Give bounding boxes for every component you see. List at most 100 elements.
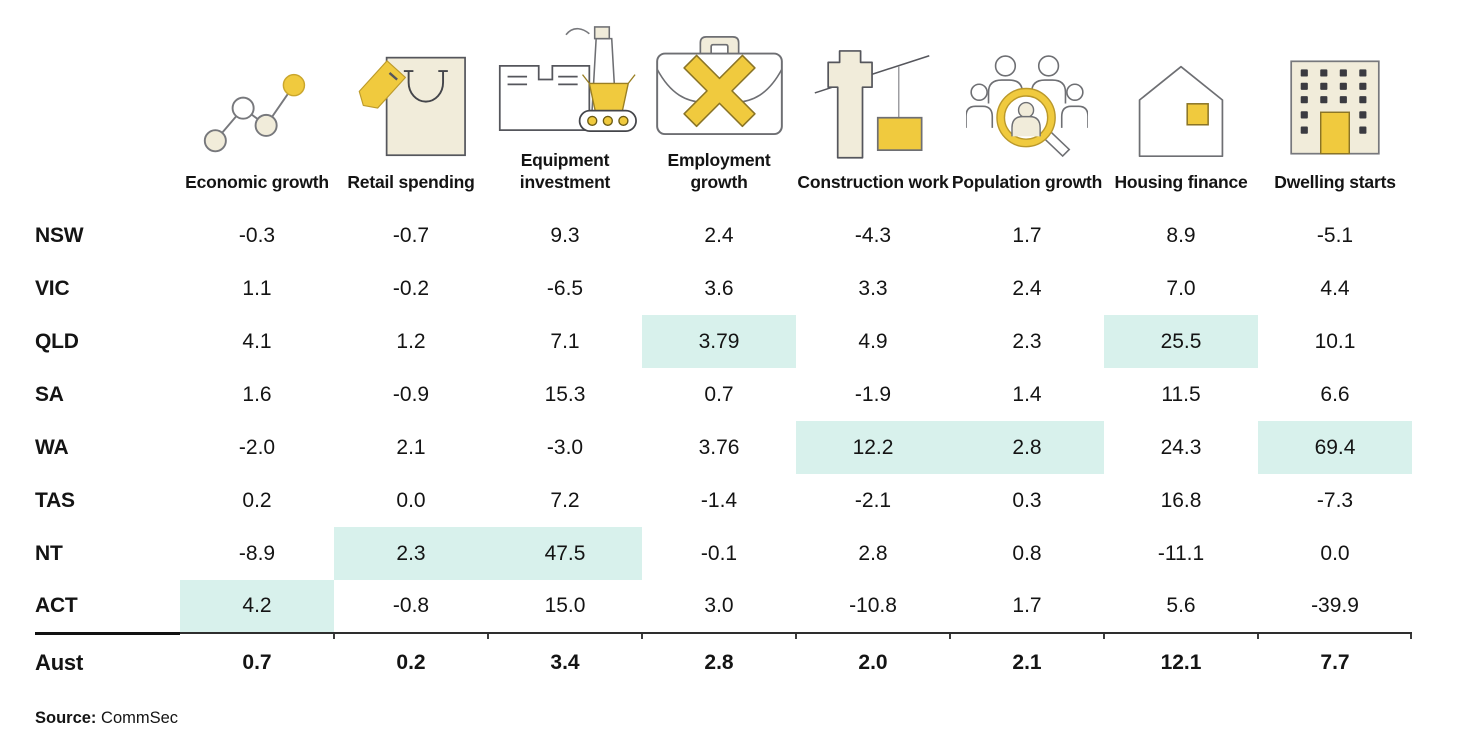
column-header-construction-work: Construction work bbox=[796, 14, 950, 209]
value-cell-sa-col6: 11.5 bbox=[1161, 382, 1201, 406]
row-label-qld: QLD bbox=[35, 329, 79, 353]
table-body: NSW -0.3 -0.7 9.3 2.4 -4.3 1.7 8.9 -5.1 VIC 1.1 -0.… bbox=[35, 209, 1412, 692]
value-cell-vic-col4: 3.3 bbox=[858, 276, 888, 300]
value-cell-act-col5: 1.7 bbox=[1012, 594, 1042, 618]
value-cell-nt-col1: 2.3 bbox=[334, 527, 488, 581]
table-row: WA -2.0 2.1 -3.0 3.76 12.2 2.8 24.3 69.4 bbox=[35, 421, 1412, 475]
value-cell-aust-col6: 12.1 bbox=[1103, 632, 1258, 692]
value-cell-sa-col7: 6.6 bbox=[1320, 382, 1350, 406]
value-cell-nsw-col6: 8.9 bbox=[1166, 223, 1196, 247]
source-line: Source: CommSec bbox=[35, 709, 1462, 728]
column-header-economic-growth: Economic growth bbox=[180, 14, 334, 209]
value-cell-tas-col1: 0.0 bbox=[396, 488, 426, 512]
value-cell-vic-col1: -0.2 bbox=[392, 276, 430, 300]
row-label-aust: Aust bbox=[35, 631, 180, 692]
row-label-tas: TAS bbox=[35, 488, 75, 512]
value-cell-tas-col7: -7.3 bbox=[1316, 488, 1354, 512]
value-cell-wa-col0: -2.0 bbox=[238, 435, 276, 459]
table-row: NT -8.9 2.3 47.5 -0.1 2.8 0.8 -11.1 0.0 bbox=[35, 527, 1412, 581]
value-cell-sa-col2: 15.3 bbox=[544, 382, 586, 406]
apartment-building-icon bbox=[1258, 36, 1412, 160]
header-spacer bbox=[35, 14, 180, 209]
value-cell-tas-col0: 0.2 bbox=[242, 488, 272, 512]
row-label-nsw: NSW bbox=[35, 223, 84, 247]
column-label: Equipment investment bbox=[519, 150, 611, 193]
crane-icon bbox=[796, 36, 950, 160]
value-cell-nt-col0: -8.9 bbox=[238, 541, 276, 565]
table-row: TAS 0.2 0.0 7.2 -1.4 -2.1 0.3 16.8 -7.3 bbox=[35, 474, 1412, 527]
value-cell-sa-col0: 1.6 bbox=[242, 382, 272, 406]
value-cell-vic-col2: -6.5 bbox=[546, 276, 584, 300]
value-cell-act-col6: 5.6 bbox=[1166, 594, 1196, 618]
column-label: Employment growth bbox=[667, 150, 771, 193]
value-cell-wa-col6: 24.3 bbox=[1160, 435, 1202, 459]
value-cell-tas-col4: -2.1 bbox=[854, 488, 892, 512]
value-cell-tas-col3: -1.4 bbox=[700, 488, 738, 512]
table-row: SA 1.6 -0.9 15.3 0.7 -1.9 1.4 11.5 6.6 bbox=[35, 368, 1412, 421]
value-cell-act-col4: -10.8 bbox=[849, 594, 897, 618]
value-cell-qld-col6: 25.5 bbox=[1104, 315, 1258, 369]
row-label-sa: SA bbox=[35, 382, 64, 406]
factory-conveyor-icon bbox=[488, 14, 642, 138]
value-cell-aust-col7: 7.7 bbox=[1257, 632, 1412, 692]
row-label-vic: VIC bbox=[35, 276, 70, 300]
value-cell-qld-col1: 1.2 bbox=[396, 329, 426, 353]
value-cell-sa-col3: 0.7 bbox=[704, 382, 734, 406]
value-cell-aust-col0: 0.7 bbox=[180, 632, 334, 692]
house-window-icon bbox=[1104, 36, 1258, 160]
value-cell-sa-col1: -0.9 bbox=[392, 382, 430, 406]
value-cell-qld-col7: 10.1 bbox=[1314, 329, 1356, 353]
people-magnifier-icon bbox=[950, 36, 1104, 160]
value-cell-wa-col5: 2.8 bbox=[950, 421, 1104, 475]
value-cell-wa-col7: 69.4 bbox=[1258, 421, 1412, 475]
value-cell-act-col2: 15.0 bbox=[544, 594, 586, 618]
column-header-housing-finance: Housing finance bbox=[1104, 14, 1258, 209]
value-cell-nsw-col5: 1.7 bbox=[1012, 223, 1042, 247]
value-cell-wa-col2: -3.0 bbox=[546, 435, 584, 459]
column-header-equipment-investment: Equipment investment bbox=[488, 14, 642, 209]
value-cell-qld-col4: 4.9 bbox=[858, 329, 888, 353]
column-label: Economic growth bbox=[185, 172, 329, 193]
value-cell-tas-col5: 0.3 bbox=[1012, 488, 1042, 512]
value-cell-qld-col5: 2.3 bbox=[1012, 329, 1042, 353]
value-cell-nt-col7: 0.0 bbox=[1320, 541, 1350, 565]
value-cell-wa-col3: 3.76 bbox=[698, 435, 740, 459]
value-cell-nt-col5: 0.8 bbox=[1012, 541, 1042, 565]
value-cell-qld-col2: 7.1 bbox=[550, 329, 580, 353]
column-header-employment-growth: Employment growth bbox=[642, 14, 796, 209]
row-label-act: ACT bbox=[35, 593, 78, 617]
column-header-retail-spending: Retail spending bbox=[334, 14, 488, 209]
value-cell-nsw-col2: 9.3 bbox=[550, 223, 580, 247]
line-chart-growth-icon bbox=[180, 36, 334, 160]
column-label: Construction work bbox=[797, 172, 949, 193]
value-cell-aust-col2: 3.4 bbox=[487, 632, 642, 692]
table-row: VIC 1.1 -0.2 -6.5 3.6 3.3 2.4 7.0 4.4 bbox=[35, 262, 1412, 315]
value-cell-nt-col3: -0.1 bbox=[700, 541, 738, 565]
value-cell-nsw-col1: -0.7 bbox=[392, 223, 430, 247]
table-row: ACT 4.2 -0.8 15.0 3.0 -10.8 1.7 5.6 -39.9 bbox=[35, 580, 1412, 634]
value-cell-aust-col3: 2.8 bbox=[641, 632, 796, 692]
value-cell-wa-col1: 2.1 bbox=[396, 435, 426, 459]
total-row: Aust 0.7 0.2 3.4 2.8 2.0 2.1 12.1 7.7 bbox=[35, 631, 1412, 692]
value-cell-act-col0: 4.2 bbox=[180, 580, 334, 634]
value-cell-act-col1: -0.8 bbox=[392, 594, 430, 618]
value-cell-aust-col5: 2.1 bbox=[949, 632, 1104, 692]
value-cell-nsw-col7: -5.1 bbox=[1316, 223, 1354, 247]
value-cell-nsw-col3: 2.4 bbox=[704, 223, 734, 247]
table-row: NSW -0.3 -0.7 9.3 2.4 -4.3 1.7 8.9 -5.1 bbox=[35, 209, 1412, 262]
value-cell-vic-col0: 1.1 bbox=[242, 276, 272, 300]
value-cell-aust-col1: 0.2 bbox=[333, 632, 488, 692]
value-cell-nt-col6: -11.1 bbox=[1157, 541, 1205, 565]
header-row: Economic growth Retail spending bbox=[35, 14, 1412, 209]
column-label: Retail spending bbox=[347, 172, 475, 193]
source-value: CommSec bbox=[96, 709, 179, 728]
value-cell-wa-col4: 12.2 bbox=[796, 421, 950, 475]
value-cell-nt-col4: 2.8 bbox=[858, 541, 888, 565]
value-cell-sa-col5: 1.4 bbox=[1012, 382, 1042, 406]
row-label-nt: NT bbox=[35, 541, 63, 565]
value-cell-nsw-col4: -4.3 bbox=[854, 223, 892, 247]
value-cell-qld-col3: 3.79 bbox=[642, 315, 796, 369]
value-cell-nt-col2: 47.5 bbox=[488, 527, 642, 581]
value-cell-vic-col3: 3.6 bbox=[704, 276, 734, 300]
